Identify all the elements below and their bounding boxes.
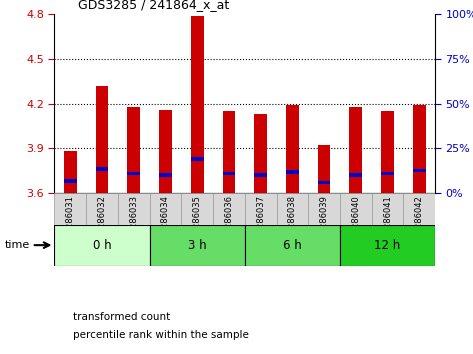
Bar [181, 193, 213, 234]
Bar [254, 173, 267, 177]
Text: GSM286033: GSM286033 [129, 195, 138, 246]
Bar [286, 105, 299, 193]
Text: GSM286031: GSM286031 [66, 195, 75, 246]
Bar [127, 172, 140, 176]
Text: GSM286039: GSM286039 [320, 195, 329, 246]
Bar [223, 172, 235, 176]
Bar [308, 193, 340, 234]
Text: GSM286034: GSM286034 [161, 195, 170, 246]
Text: GSM286042: GSM286042 [415, 195, 424, 246]
Text: GSM286032: GSM286032 [97, 195, 106, 246]
Bar [277, 193, 308, 234]
Bar [149, 193, 181, 234]
Bar [64, 151, 77, 193]
Bar [245, 193, 277, 234]
Text: 12 h: 12 h [375, 239, 401, 252]
Bar [159, 109, 172, 193]
Bar [413, 105, 426, 193]
Text: 6 h: 6 h [283, 239, 302, 252]
Text: time: time [5, 240, 30, 250]
Bar [318, 181, 331, 184]
Bar [286, 170, 299, 174]
Bar [54, 193, 86, 234]
Bar [318, 145, 331, 193]
Bar [403, 193, 435, 234]
Bar [96, 86, 108, 193]
Bar [191, 157, 203, 160]
Bar [127, 107, 140, 193]
Text: 3 h: 3 h [188, 239, 207, 252]
Bar [191, 16, 203, 193]
Bar [350, 107, 362, 193]
Text: GSM286035: GSM286035 [193, 195, 201, 246]
Bar [254, 114, 267, 193]
Bar [96, 167, 108, 171]
Bar [340, 225, 435, 266]
Bar [213, 193, 245, 234]
Bar [64, 179, 77, 183]
Bar [350, 173, 362, 177]
Text: transformed count: transformed count [73, 312, 171, 322]
Text: GSM286040: GSM286040 [351, 195, 360, 246]
Text: percentile rank within the sample: percentile rank within the sample [73, 330, 249, 340]
Bar [413, 169, 426, 172]
Bar [223, 111, 235, 193]
Bar [381, 172, 394, 176]
Text: GSM286036: GSM286036 [224, 195, 233, 246]
Bar [245, 225, 340, 266]
Bar [149, 225, 245, 266]
Text: 0 h: 0 h [93, 239, 111, 252]
Bar [118, 193, 149, 234]
Bar [54, 225, 149, 266]
Bar [381, 111, 394, 193]
Text: GSM286041: GSM286041 [383, 195, 392, 246]
Text: GDS3285 / 241864_x_at: GDS3285 / 241864_x_at [78, 0, 229, 11]
Text: GSM286038: GSM286038 [288, 195, 297, 246]
Bar [86, 193, 118, 234]
Bar [340, 193, 372, 234]
Bar [159, 173, 172, 177]
Text: GSM286037: GSM286037 [256, 195, 265, 246]
Bar [372, 193, 403, 234]
